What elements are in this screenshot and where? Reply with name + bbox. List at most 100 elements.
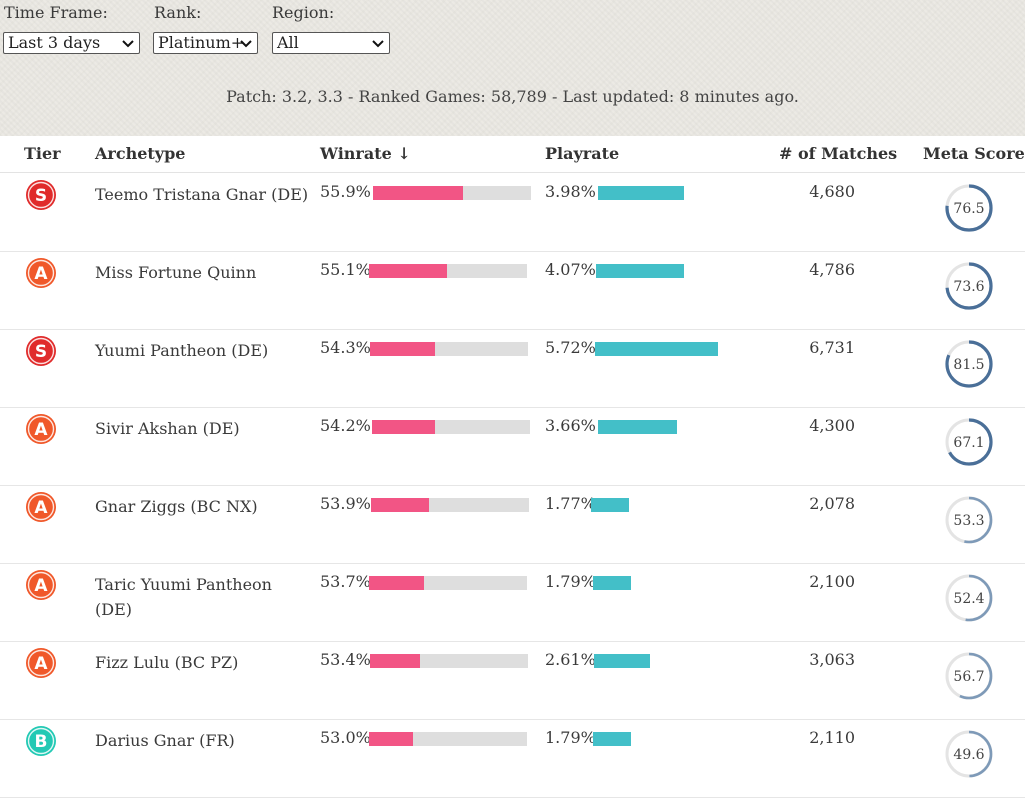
meta-score-ring: 73.6 (945, 262, 993, 310)
table-row[interactable]: A Taric Yuumi Pantheon (DE) 53.7% 1.79% 2,10… (0, 563, 1025, 642)
playrate-value: 1.77% (545, 494, 596, 513)
table-row[interactable]: A Sivir Akshan (DE) 54.2% 3.66% 4,300 67.1 (0, 407, 1025, 486)
winrate-value: 54.3% (320, 338, 371, 357)
match-count: 2,078 (809, 494, 855, 513)
winrate-bar-track (369, 264, 527, 278)
column-winrate[interactable]: Winrate ↓ (320, 144, 411, 163)
tier-badge: B (26, 726, 56, 756)
tier-badge: A (26, 570, 56, 600)
winrate-bar-track (369, 576, 527, 590)
region-label: Region: (272, 3, 335, 22)
filter-bar: Time Frame: Rank: Region: Last 3 days Pl… (0, 0, 1025, 136)
table-row[interactable]: S Teemo Tristana Gnar (DE) 55.9% 3.98% 4,680… (0, 173, 1025, 252)
playrate-bar-fill (596, 264, 684, 278)
chevron-down-icon (372, 40, 384, 48)
tier-badge: A (26, 414, 56, 444)
column-matches[interactable]: # of Matches (779, 144, 898, 163)
time-frame-label: Time Frame: (4, 3, 108, 22)
svg-text:A: A (34, 498, 48, 518)
archetype-name[interactable]: Fizz Lulu (BC PZ) (95, 653, 239, 672)
winrate-bar-track (372, 420, 530, 434)
column-tier[interactable]: Tier (24, 144, 61, 163)
column-playrate[interactable]: Playrate (545, 144, 620, 163)
archetype-name[interactable]: Teemo Tristana Gnar (DE) (95, 185, 309, 204)
table-row[interactable]: A Gnar Ziggs (BC NX) 53.9% 1.77% 2,078 53.3 (0, 485, 1025, 564)
winrate-bar-track (369, 732, 527, 746)
winrate-value: 55.9% (320, 182, 371, 201)
winrate-bar-track (371, 498, 529, 512)
playrate-bar-fill (595, 342, 718, 356)
region-select[interactable]: All (272, 32, 390, 54)
svg-text:81.5: 81.5 (953, 357, 984, 373)
winrate-value: 53.7% (320, 572, 371, 591)
archetype-name[interactable]: Yuumi Pantheon (DE) (95, 341, 269, 360)
winrate-value: 53.0% (320, 728, 371, 747)
winrate-bar-fill (371, 498, 429, 512)
playrate-value: 1.79% (545, 572, 596, 591)
rank-label: Rank: (154, 3, 202, 22)
tier-badge: A (26, 648, 56, 678)
table-row[interactable]: A Fizz Lulu (BC PZ) 53.4% 2.61% 3,063 56.7 (0, 641, 1025, 720)
svg-text:56.7: 56.7 (953, 669, 984, 685)
winrate-bar-fill (372, 420, 435, 434)
archetype-name[interactable]: Taric Yuumi Pantheon (DE) (95, 575, 272, 619)
archetype-name[interactable]: Sivir Akshan (DE) (95, 419, 240, 438)
playrate-bar-fill (598, 420, 677, 434)
meta-score-ring: 81.5 (945, 340, 993, 388)
winrate-bar-fill (369, 264, 447, 278)
svg-text:67.1: 67.1 (953, 435, 984, 451)
archetype-name[interactable]: Darius Gnar (FR) (95, 731, 235, 750)
time-frame-select[interactable]: Last 3 days (3, 32, 140, 54)
playrate-bar-fill (593, 732, 631, 746)
archetype-name[interactable]: Miss Fortune Quinn (95, 263, 257, 282)
meta-score-ring: 52.4 (945, 574, 993, 622)
patch-info: Patch: 3.2, 3.3 - Ranked Games: 58,789 -… (226, 87, 799, 106)
match-count: 3,063 (809, 650, 855, 669)
table-header: Tier Archetype Winrate ↓ Playrate # of M… (0, 136, 1025, 173)
svg-text:A: A (34, 576, 48, 596)
chevron-down-icon (240, 40, 252, 48)
playrate-value: 2.61% (545, 650, 596, 669)
svg-text:A: A (34, 420, 48, 440)
tier-badge: S (26, 336, 56, 366)
winrate-bar-fill (373, 186, 463, 200)
meta-score-ring: 67.1 (945, 418, 993, 466)
playrate-bar-fill (591, 498, 629, 512)
tier-badge: S (26, 180, 56, 210)
winrate-value: 53.4% (320, 650, 371, 669)
tier-badge: A (26, 492, 56, 522)
table-row[interactable]: S Yuumi Pantheon (DE) 54.3% 5.72% 6,731 81.5 (0, 329, 1025, 408)
svg-text:B: B (35, 732, 48, 752)
meta-score-ring: 56.7 (945, 652, 993, 700)
playrate-bar-fill (593, 576, 631, 590)
column-meta-score[interactable]: Meta Score (923, 144, 1025, 163)
meta-score-ring: 76.5 (945, 184, 993, 232)
table-row[interactable]: B Darius Gnar (FR) 53.0% 1.79% 2,110 49.6 (0, 719, 1025, 798)
svg-text:52.4: 52.4 (953, 591, 984, 607)
winrate-bar-fill (369, 732, 413, 746)
svg-text:S: S (35, 186, 47, 206)
match-count: 4,786 (809, 260, 855, 279)
table-row[interactable]: A Miss Fortune Quinn 55.1% 4.07% 4,786 73.6 (0, 251, 1025, 330)
winrate-bar-fill (370, 342, 435, 356)
chevron-down-icon (122, 40, 134, 48)
winrate-value: 53.9% (320, 494, 371, 513)
tier-badge: A (26, 258, 56, 288)
match-count: 4,300 (809, 416, 855, 435)
match-count: 6,731 (809, 338, 855, 357)
svg-text:A: A (34, 264, 48, 284)
winrate-value: 55.1% (320, 260, 371, 279)
svg-text:49.6: 49.6 (953, 747, 984, 763)
playrate-value: 3.66% (545, 416, 596, 435)
playrate-value: 3.98% (545, 182, 596, 201)
region-value: All (277, 33, 299, 52)
match-count: 4,680 (809, 182, 855, 201)
archetype-name[interactable]: Gnar Ziggs (BC NX) (95, 497, 258, 516)
rank-select[interactable]: Platinum+ (153, 32, 258, 54)
playrate-value: 5.72% (545, 338, 596, 357)
playrate-bar-fill (598, 186, 684, 200)
playrate-value: 4.07% (545, 260, 596, 279)
winrate-bar-fill (370, 654, 420, 668)
playrate-bar-fill (594, 654, 650, 668)
column-archetype[interactable]: Archetype (95, 144, 186, 163)
